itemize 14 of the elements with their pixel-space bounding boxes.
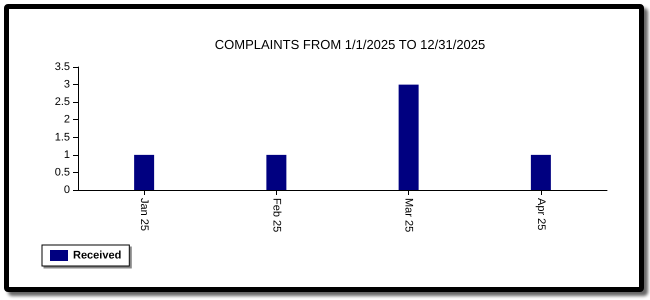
x-tick-label: Feb 25: [270, 198, 282, 232]
chart-title: COMPLAINTS FROM 1/1/2025 TO 12/31/2025: [214, 37, 486, 52]
y-tick-label: 1: [64, 148, 70, 161]
y-tick-label: 3.5: [54, 61, 70, 73]
x-tick-label: Jan 25: [138, 198, 150, 232]
x-tick-label: Mar 25: [402, 198, 415, 232]
y-tick-label: 0.5: [54, 166, 70, 178]
y-tick-label: 3: [64, 78, 70, 91]
legend-label: Received: [73, 250, 122, 262]
y-tick-label: 0: [64, 184, 70, 196]
y-tick-label: 2: [64, 114, 70, 126]
y-tick-label: 2.5: [54, 96, 70, 108]
x-tick-label: Apr 25: [534, 198, 547, 230]
y-tick-label: 1.5: [54, 131, 70, 144]
